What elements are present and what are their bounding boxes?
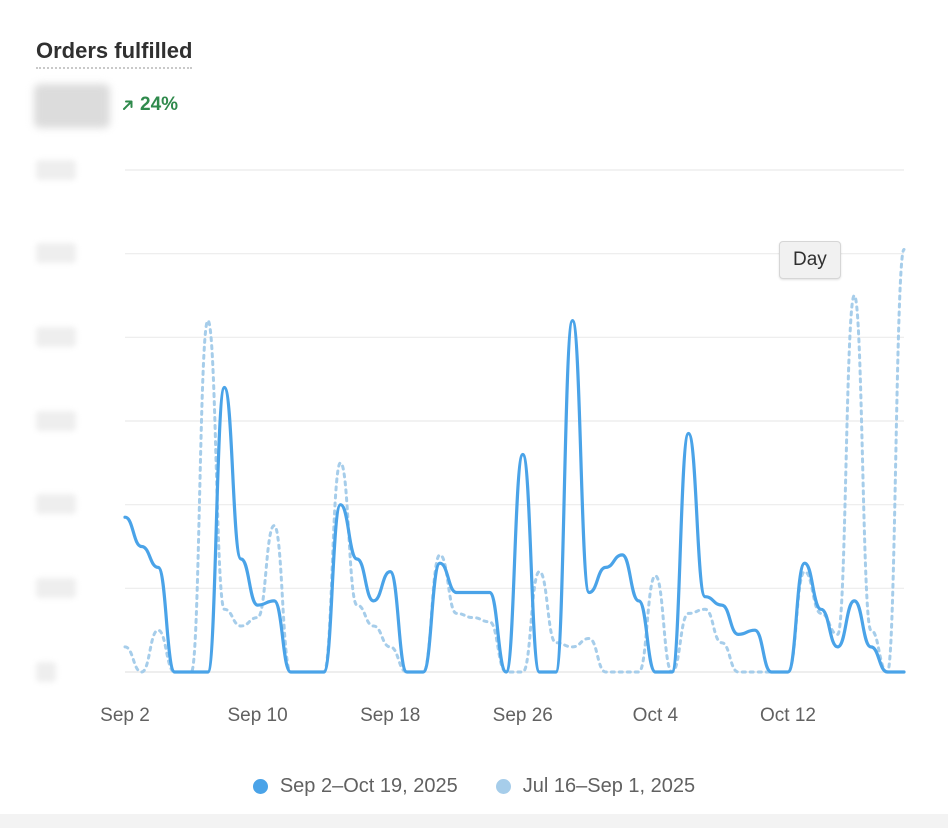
series-lines (123, 248, 906, 674)
card-title[interactable]: Orders fulfilled (36, 38, 193, 69)
legend-dot-current (252, 779, 268, 794)
x-axis-ticks: Sep 2 Sep 10 Sep 18 Sep 26 Oct 4 Oct 12 (100, 705, 816, 726)
legend-label-current: Sep 2–Oct 19, 2025 (279, 775, 458, 797)
y-axis-label-obscured (36, 160, 76, 180)
legend-dot-previous (495, 779, 511, 794)
card-footer-strip (0, 814, 948, 828)
total-value-obscured (34, 84, 110, 128)
legend-label-previous: Jul 16–Sep 1, 2025 (522, 775, 696, 797)
y-axis-label-obscured (36, 494, 76, 514)
y-axis-label-obscured (36, 243, 76, 263)
y-axis-label-obscured (36, 411, 76, 431)
x-tick-label: Sep 18 (360, 705, 420, 726)
y-axis-label-obscured (36, 327, 76, 347)
series-line-current-period (123, 319, 906, 674)
legend-item-current[interactable]: Sep 2–Oct 19, 2025 (252, 775, 458, 798)
series-line-previous-period (123, 248, 906, 674)
x-tick-label: Sep 2 (100, 705, 150, 726)
granularity-tooltip: Day (779, 241, 841, 279)
chart-legend: Sep 2–Oct 19, 2025 Jul 16–Sep 1, 2025 (0, 775, 948, 798)
change-badge: 24% (122, 94, 178, 116)
x-tick-label: Oct 4 (633, 705, 679, 726)
x-tick-label: Sep 10 (227, 705, 287, 726)
y-axis-label-obscured (36, 578, 76, 598)
x-tick-label: Oct 12 (760, 705, 816, 726)
change-percent: 24% (140, 94, 179, 115)
line-chart[interactable]: Sep 2 Sep 10 Sep 18 Sep 26 Oct 4 Oct 12 (0, 0, 948, 760)
legend-item-previous[interactable]: Jul 16–Sep 1, 2025 (495, 775, 696, 798)
arrow-up-right-icon (123, 100, 133, 110)
y-axis-label-obscured (36, 662, 56, 682)
x-tick-label: Sep 26 (493, 705, 553, 726)
